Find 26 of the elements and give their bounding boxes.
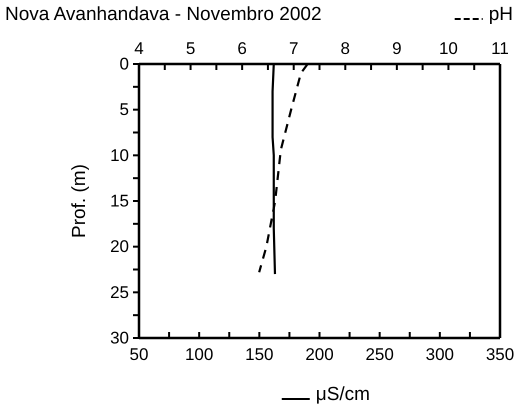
- x2-tick-label: 8: [340, 39, 350, 58]
- x2-tick-label: 11: [491, 39, 509, 58]
- x-tick-label: 100: [184, 345, 214, 364]
- y-tick-label: 0: [120, 54, 129, 74]
- y-tick-label: 30: [110, 328, 129, 348]
- x-axis-title: μS/cm: [316, 384, 370, 405]
- y-tick-label: 25: [110, 282, 129, 302]
- x-tick-label: 350: [486, 345, 514, 364]
- y-tick-label: 20: [110, 237, 129, 256]
- x-tick-label: 50: [130, 345, 148, 364]
- x-tick-label: 300: [426, 345, 454, 364]
- x2-tick-label: 5: [186, 39, 196, 58]
- x2-tick-label: 7: [288, 39, 298, 58]
- chart-title: Nova Avanhandava - Novembro 2002: [5, 4, 322, 25]
- y-tick-label: 15: [110, 191, 129, 210]
- x2-axis-title: pH: [488, 4, 513, 25]
- y-tick-label: 5: [120, 100, 129, 120]
- x2-tick-label: 9: [392, 39, 402, 58]
- y-axis-title: Prof. (m): [69, 164, 90, 238]
- x2-tick-label: 6: [237, 39, 247, 58]
- x-tick-label: 150: [245, 345, 274, 364]
- y-tick-label: 10: [110, 146, 129, 165]
- x-tick-label: 200: [305, 345, 334, 364]
- x2-tick-label: 10: [438, 39, 458, 58]
- x-tick-label: 250: [365, 345, 394, 364]
- x2-tick-label: 4: [134, 39, 144, 58]
